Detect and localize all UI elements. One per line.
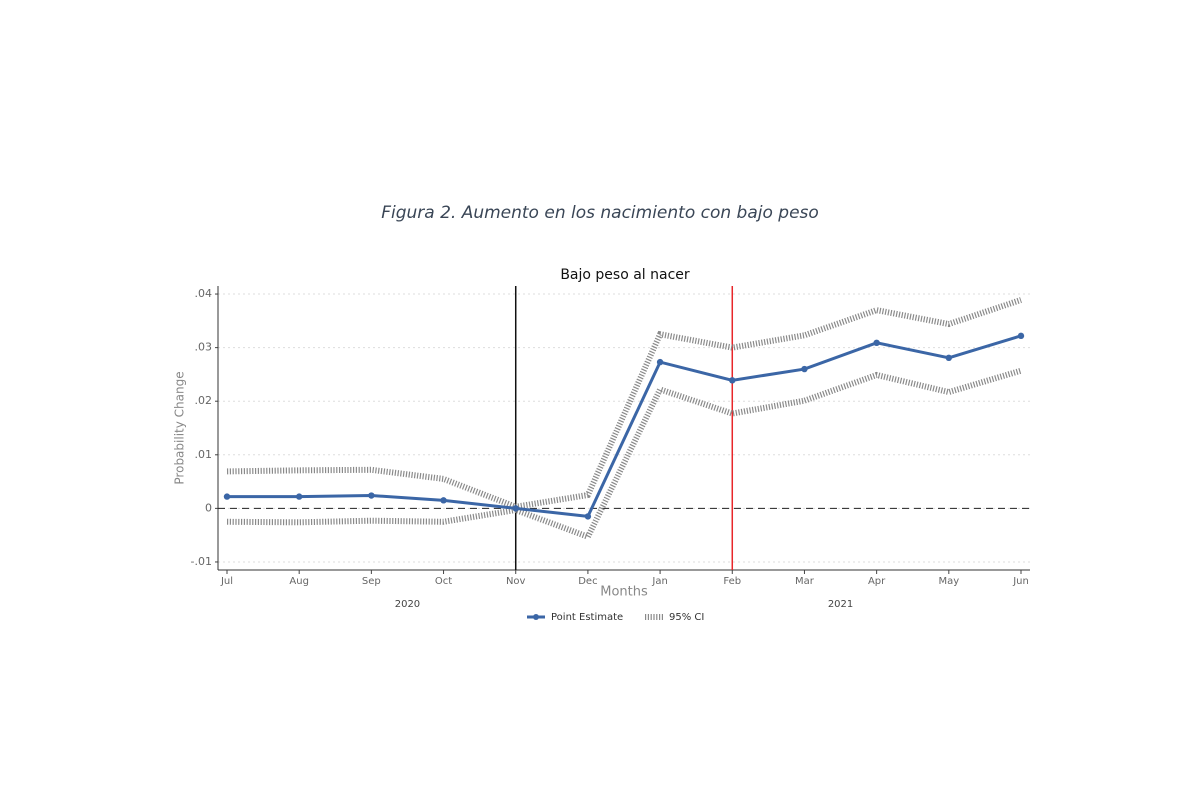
- y-tick-label: .02: [195, 394, 213, 407]
- x-tick-label: Mar: [795, 576, 815, 587]
- x-tick-label: Jul: [220, 576, 233, 587]
- x-tick-label: Apr: [868, 576, 886, 587]
- ci-lower: [226, 367, 1022, 541]
- y-tick-label: .03: [195, 341, 213, 354]
- legend-label: 95% CI: [669, 612, 704, 623]
- x-tick-label: Nov: [506, 576, 526, 587]
- y-tick-label: -.01: [191, 555, 212, 568]
- y-tick-label: .04: [195, 287, 213, 300]
- point-marker: [656, 358, 664, 366]
- x-tick-label: Sep: [362, 576, 381, 587]
- figure-title: Figura 2. Aumento en los nacimiento con …: [381, 203, 819, 223]
- point-marker: [801, 365, 808, 373]
- x-tick-label: Dec: [578, 576, 597, 587]
- x-tick-label: Aug: [289, 576, 309, 587]
- year-label: 2020: [395, 599, 420, 610]
- x-tick-label: Jan: [651, 576, 667, 587]
- point-estimate-line: [227, 334, 1022, 519]
- x-tick-label: May: [938, 576, 959, 587]
- point-marker: [729, 377, 736, 384]
- point-marker: [945, 354, 953, 362]
- point-marker: [1017, 332, 1025, 340]
- legend-swatch: [533, 614, 539, 620]
- point-marker: [512, 505, 519, 512]
- chart-title: Bajo peso al nacer: [560, 267, 690, 283]
- x-tick-label: Oct: [435, 576, 452, 587]
- x-tick-label: Jun: [1012, 576, 1029, 587]
- point-marker: [223, 493, 231, 500]
- point-marker: [368, 492, 375, 499]
- point-marker: [440, 497, 447, 504]
- y-tick-label: .01: [195, 448, 213, 461]
- x-tick-label: Feb: [723, 576, 741, 587]
- year-label: 2021: [828, 599, 853, 610]
- point-marker: [584, 513, 592, 520]
- y-tick-label: 0: [205, 501, 212, 514]
- y-axis-label: Probability Change: [173, 371, 187, 484]
- point-marker: [873, 339, 880, 346]
- ci-upper: [226, 297, 1022, 510]
- x-axis-label: Months: [600, 585, 648, 600]
- legend-label: Point Estimate: [551, 612, 623, 623]
- point-marker: [295, 493, 303, 500]
